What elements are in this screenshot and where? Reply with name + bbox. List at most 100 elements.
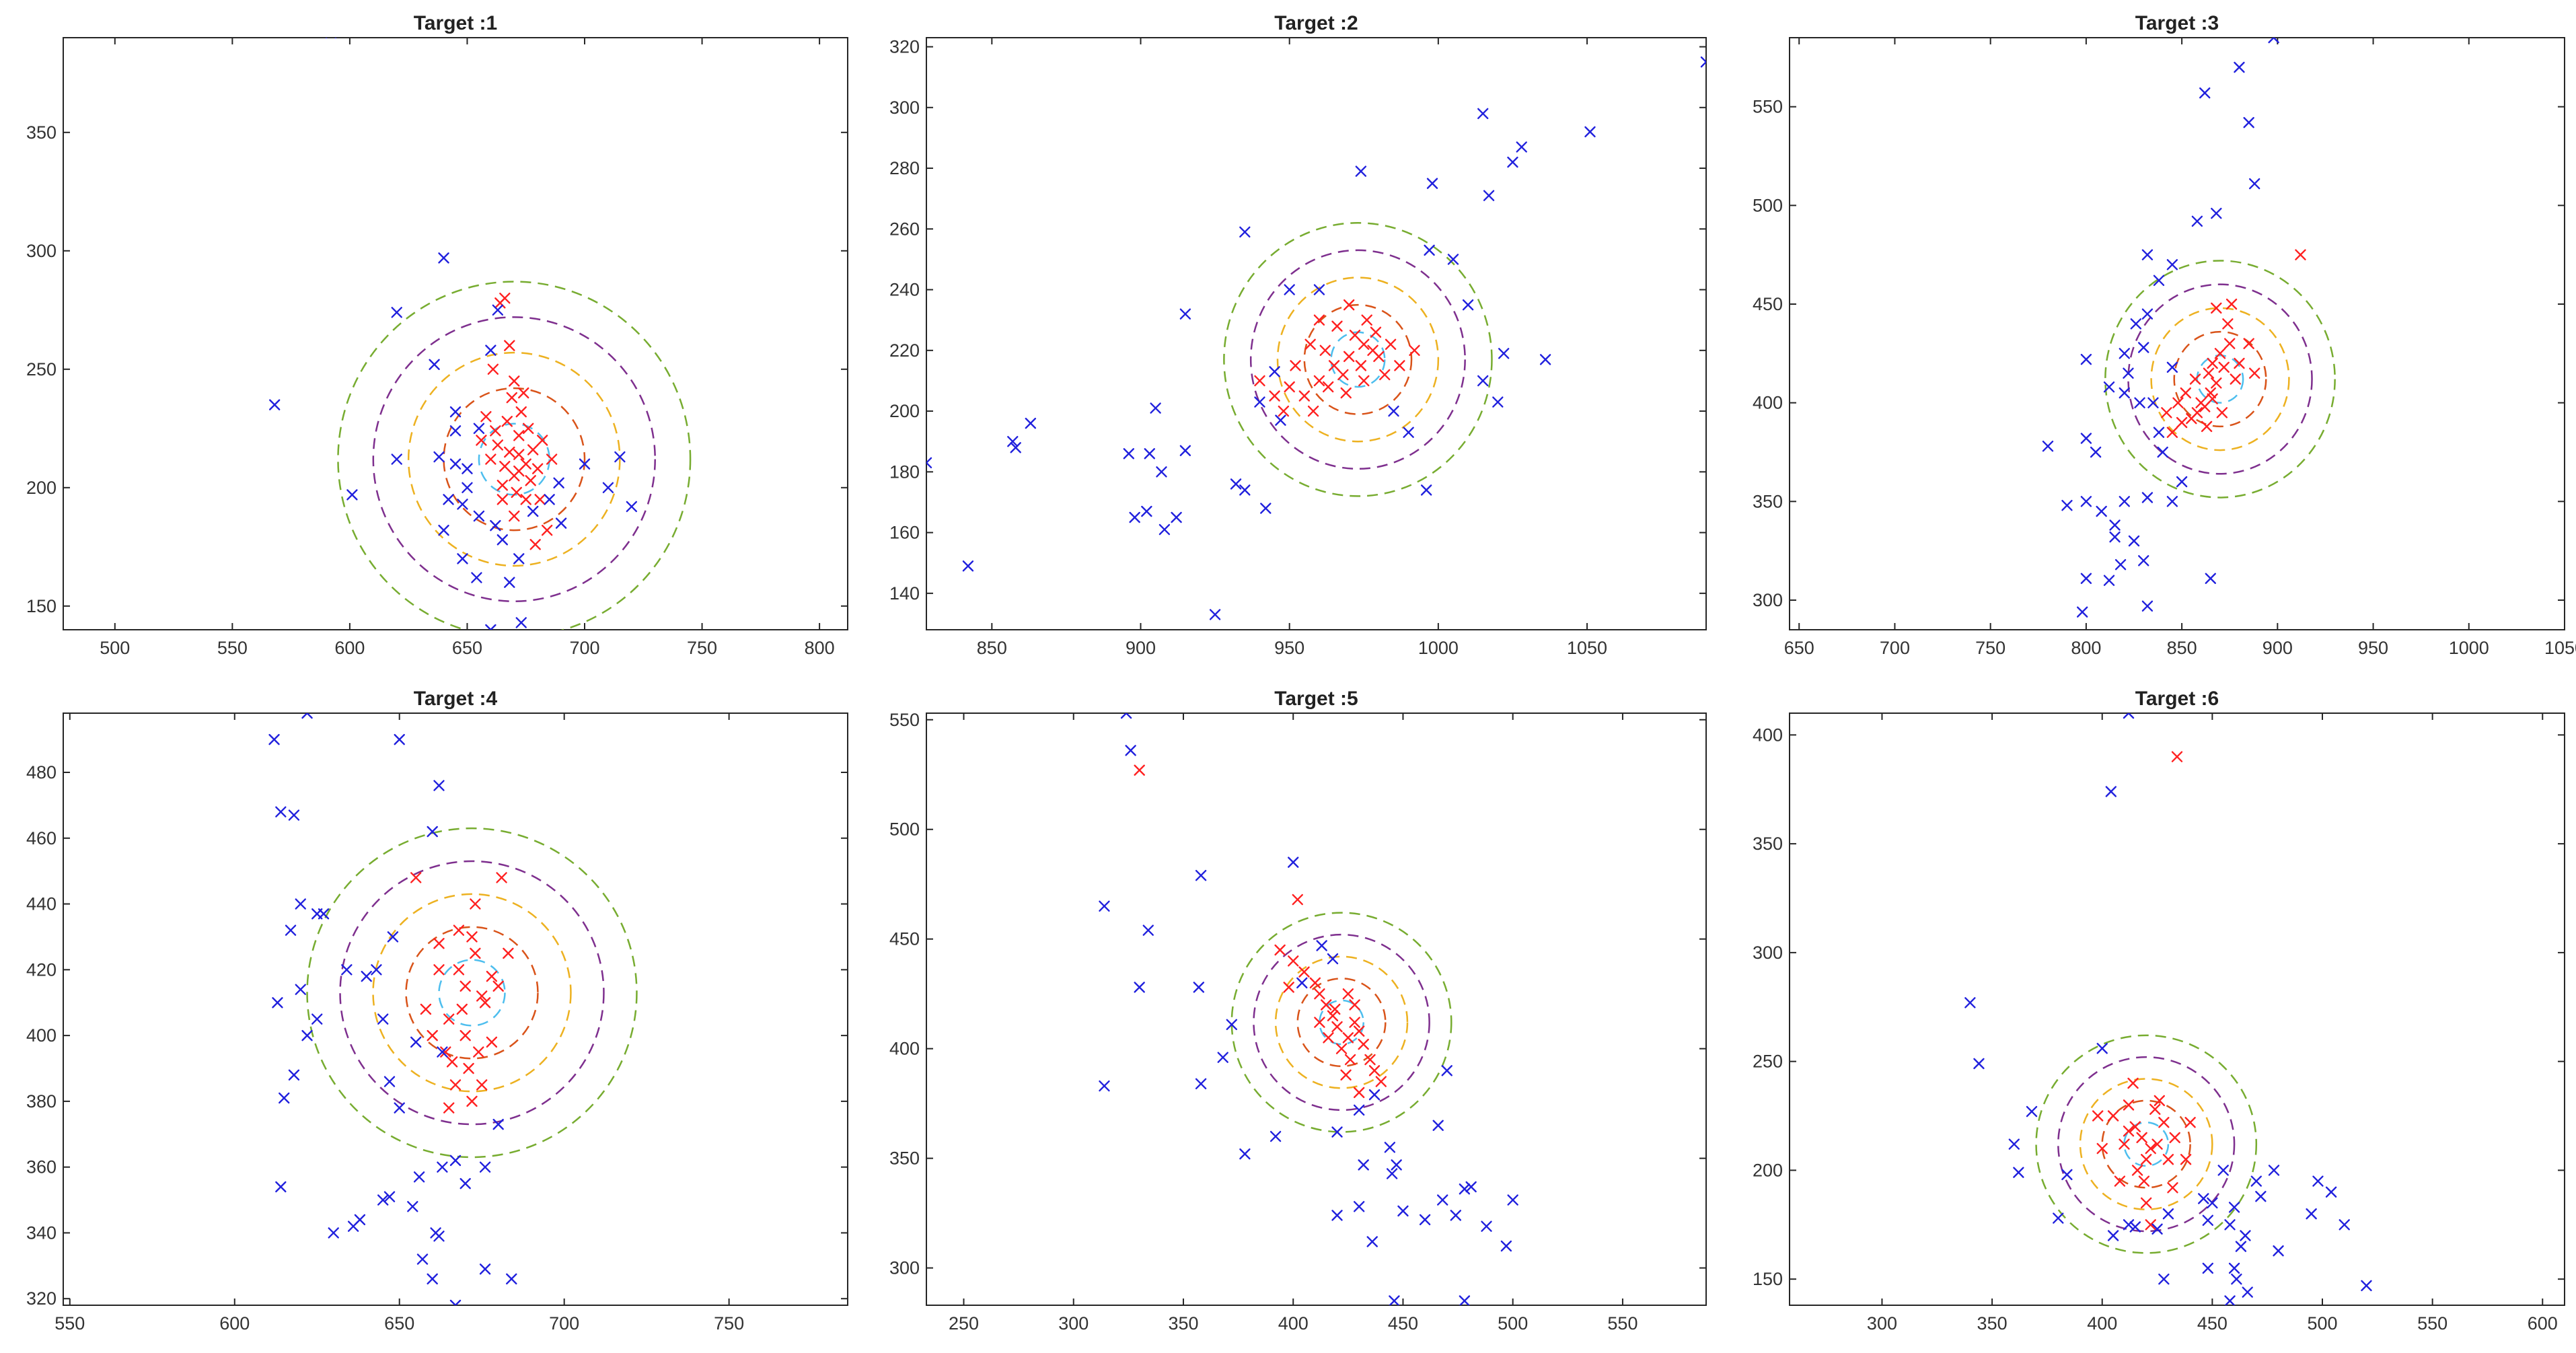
plot-title: Target :1 xyxy=(414,12,497,34)
point-inside xyxy=(520,494,531,505)
point-outside xyxy=(387,931,399,943)
point-outside xyxy=(462,482,473,493)
point-outside xyxy=(268,399,281,410)
point-outside xyxy=(462,463,473,474)
point-outside xyxy=(449,458,462,470)
point-inside xyxy=(2211,302,2222,314)
point-inside xyxy=(1314,1017,1325,1028)
point-outside xyxy=(1230,478,1242,490)
point-outside xyxy=(433,451,445,463)
y-tick-label: 350 xyxy=(1753,491,1783,511)
point-inside xyxy=(2145,1219,2156,1231)
point-outside xyxy=(2123,367,2134,379)
point-outside xyxy=(2268,1165,2280,1176)
y-tick-label: 260 xyxy=(889,219,920,239)
x-tick-label: 600 xyxy=(334,638,365,658)
point-outside xyxy=(1426,178,1438,189)
point-outside xyxy=(515,617,527,628)
point-inside xyxy=(2145,1142,2156,1155)
point-inside xyxy=(499,293,511,304)
point-outside xyxy=(301,1029,313,1041)
point-outside xyxy=(1389,1295,1400,1305)
point-outside xyxy=(2207,1197,2218,1209)
range-ring-3 xyxy=(1276,277,1440,443)
point-outside xyxy=(1483,190,1495,201)
point-inside xyxy=(487,363,499,375)
point-outside xyxy=(1239,484,1251,496)
point-inside xyxy=(2123,1099,2135,1111)
point-outside xyxy=(2202,1262,2214,1274)
point-inside xyxy=(1340,1069,1352,1081)
point-inside xyxy=(501,416,513,427)
point-inside xyxy=(1337,369,1349,381)
range-ring-5 xyxy=(1223,222,1493,497)
point-outside xyxy=(2228,1262,2240,1274)
point-outside xyxy=(1275,414,1286,426)
point-outside xyxy=(2013,1167,2024,1178)
x-tick-label: 850 xyxy=(977,638,1007,658)
plot-area xyxy=(1789,712,2565,1306)
point-inside xyxy=(420,1003,432,1015)
point-inside xyxy=(446,1056,458,1068)
point-outside xyxy=(1296,977,1308,989)
point-outside xyxy=(2268,38,2279,44)
point-inside xyxy=(2234,357,2245,369)
point-inside xyxy=(2123,1125,2135,1137)
point-outside xyxy=(1254,396,1265,408)
point-outside xyxy=(2325,1186,2337,1198)
point-outside xyxy=(377,1013,389,1025)
point-inside xyxy=(1290,360,1301,371)
point-inside xyxy=(2207,393,2218,404)
point-outside xyxy=(457,499,468,510)
x-tick-label: 400 xyxy=(2087,1313,2117,1333)
point-outside xyxy=(1120,713,1132,719)
point-inside xyxy=(1134,764,1145,776)
point-outside xyxy=(1437,1194,1448,1206)
point-inside xyxy=(525,475,536,486)
point-inside xyxy=(443,1102,455,1113)
point-inside xyxy=(1284,381,1295,393)
point-inside xyxy=(506,392,517,404)
point-outside xyxy=(544,494,555,505)
point-outside xyxy=(1397,1205,1409,1217)
x-tick-label: 700 xyxy=(569,638,599,658)
point-outside xyxy=(1465,1181,1477,1193)
y-tick-label: 180 xyxy=(889,462,920,482)
y-tick-label: 250 xyxy=(26,359,57,379)
x-tick-label: 950 xyxy=(2358,638,2388,658)
point-outside xyxy=(2130,318,2142,330)
x-tick-label: 1050 xyxy=(1567,638,1607,658)
y-tick-label: 400 xyxy=(1753,725,1783,745)
point-outside xyxy=(2217,1165,2229,1176)
range-ring-2 xyxy=(1303,303,1413,415)
point-outside xyxy=(553,477,564,488)
x-tick-label: 750 xyxy=(687,638,717,658)
point-inside xyxy=(410,872,422,883)
x-tick-label: 650 xyxy=(1784,638,1814,658)
point-outside xyxy=(2198,1193,2209,1204)
point-outside xyxy=(2128,535,2140,547)
point-outside xyxy=(1217,1052,1228,1063)
point-outside xyxy=(394,733,405,745)
x-tick-label: 550 xyxy=(217,638,248,658)
y-tick-label: 350 xyxy=(26,122,57,143)
point-inside xyxy=(1323,1032,1334,1044)
x-tick-label: 250 xyxy=(949,1313,979,1333)
point-inside xyxy=(2092,1110,2104,1122)
x-tick-label: 450 xyxy=(2197,1313,2228,1333)
point-inside xyxy=(503,947,514,959)
point-outside xyxy=(1450,1210,1462,1221)
y-tick-label: 350 xyxy=(1753,834,1783,854)
x-tick-label: 850 xyxy=(2167,638,2197,658)
point-outside xyxy=(1424,244,1435,256)
point-inside xyxy=(2249,367,2260,379)
point-outside xyxy=(433,780,445,791)
point-outside xyxy=(1156,466,1167,478)
point-outside xyxy=(377,1194,389,1206)
point-inside xyxy=(1342,988,1354,1000)
point-inside xyxy=(513,465,525,477)
point-outside xyxy=(2042,441,2054,452)
plot-content xyxy=(1099,713,1518,1305)
range-ring-3 xyxy=(2079,1078,2213,1210)
y-tick-label: 380 xyxy=(26,1091,57,1111)
